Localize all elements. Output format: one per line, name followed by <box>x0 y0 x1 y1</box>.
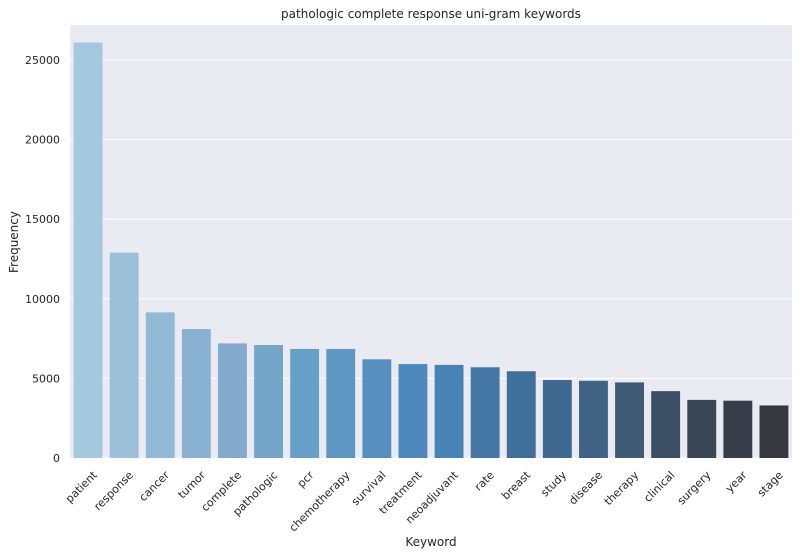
y-tick-label: 0 <box>53 452 60 465</box>
bar-cancer <box>145 312 175 458</box>
x-tick-label: disease <box>566 468 605 507</box>
x-tick-label: clinical <box>641 469 677 505</box>
plot-area-background <box>70 25 792 458</box>
bar-breast <box>506 371 536 458</box>
bar-therapy <box>615 382 644 458</box>
bar-response <box>109 252 139 458</box>
bar-clinical <box>651 391 681 458</box>
x-tick-label: response <box>91 468 136 513</box>
x-tick-label: year <box>723 468 750 495</box>
y-tick-label: 10000 <box>25 293 60 306</box>
x-tick-label: pcr <box>295 468 317 490</box>
bar-treatment <box>398 364 428 458</box>
bar-surgery <box>687 399 717 458</box>
bar-pathologic <box>254 344 283 458</box>
y-tick-labels: 0 5000 10000 15000 20000 25000 <box>25 54 60 465</box>
y-tick-label: 15000 <box>25 213 60 226</box>
bar-rate <box>470 367 500 458</box>
x-tick-label: surgery <box>675 468 714 507</box>
bar-neoadjuvant <box>434 364 464 458</box>
y-axis-label: Frequency <box>7 211 21 273</box>
x-axis-label: Keyword <box>405 535 456 549</box>
x-tick-label: cancer <box>137 468 173 504</box>
bar-pcr <box>290 348 320 458</box>
bar-chemotherapy <box>326 348 356 458</box>
y-tick-label: 20000 <box>25 134 60 147</box>
x-tick-label: stage <box>755 468 786 499</box>
x-tick-label: study <box>538 468 569 499</box>
y-tick-label: 25000 <box>25 54 60 67</box>
chart-title: pathologic complete response uni-gram ke… <box>281 7 581 21</box>
bar-study <box>542 379 572 458</box>
bar-complete <box>218 343 247 458</box>
bar-stage <box>759 405 789 458</box>
x-tick-label: rate <box>472 468 497 493</box>
x-tick-label: therapy <box>602 468 642 508</box>
y-tick-label: 5000 <box>32 372 60 385</box>
x-tick-label: breast <box>499 468 533 502</box>
bar-survival <box>362 359 392 458</box>
bar-disease <box>579 380 608 458</box>
bar-tumor <box>181 329 211 458</box>
x-tick-label: tumor <box>175 468 208 501</box>
bar-year <box>723 400 753 458</box>
bar-patient <box>73 42 103 459</box>
bars <box>73 42 789 459</box>
